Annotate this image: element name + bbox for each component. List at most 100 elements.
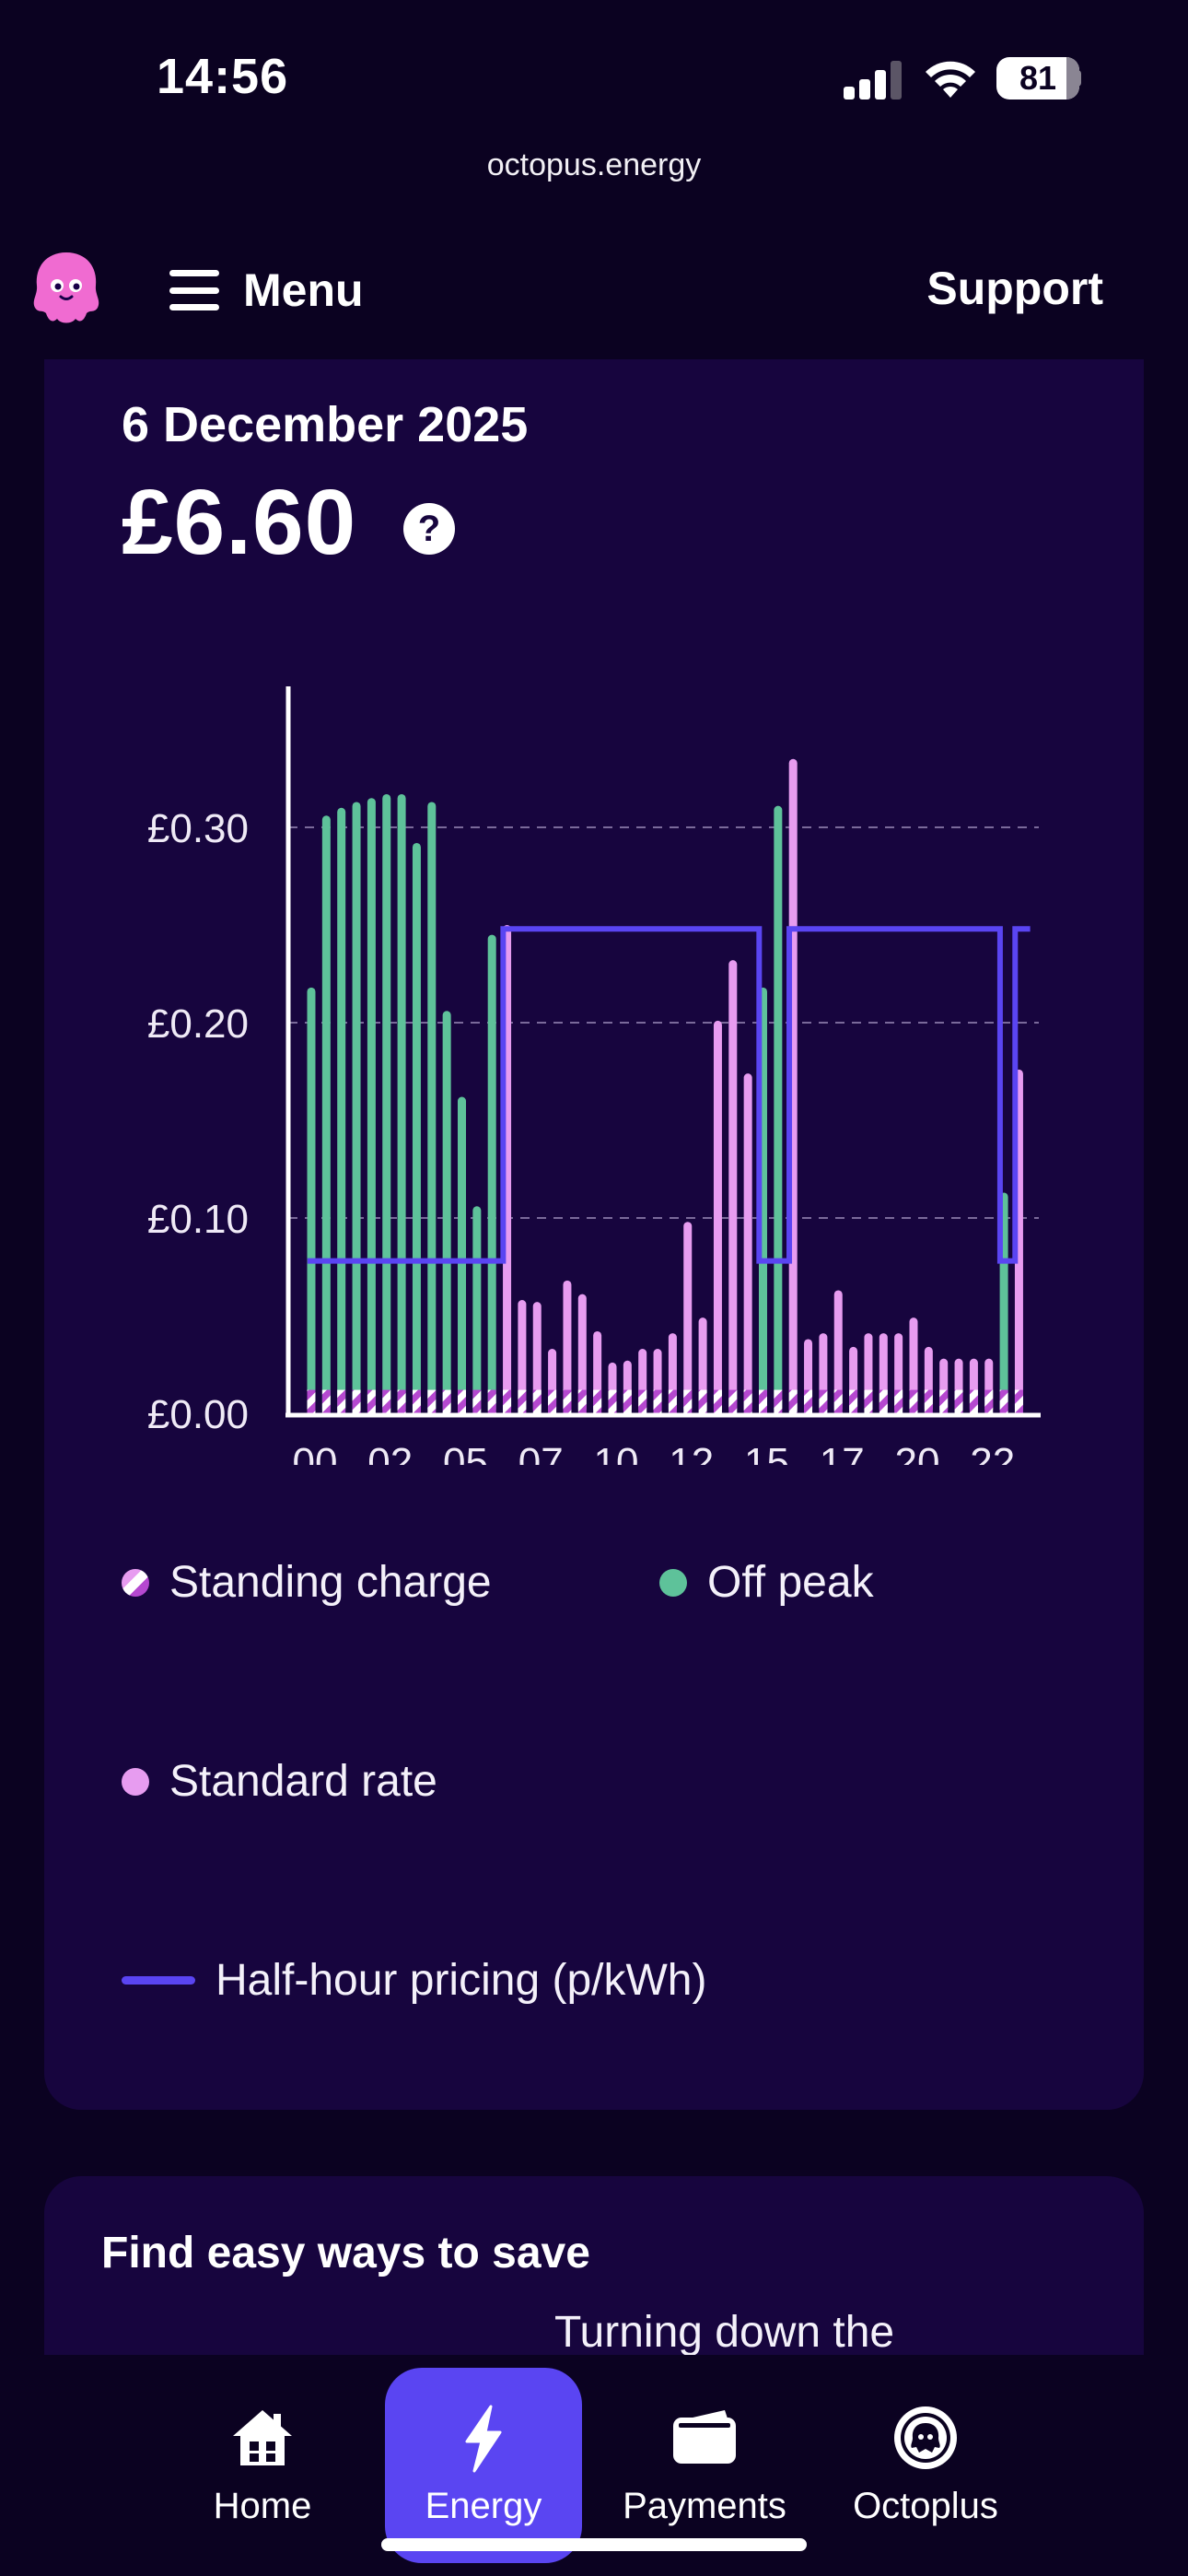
tab-home[interactable]: Home xyxy=(164,2368,361,2563)
usage-bar xyxy=(713,1020,722,1413)
standing-charge-bar xyxy=(577,1389,587,1413)
y-tick-label: £0.00 xyxy=(147,1392,249,1437)
standard-rate-swatch xyxy=(122,1767,149,1796)
standing-charge-bar xyxy=(472,1389,482,1413)
usage-card: 6 December 2025 £6.60 ? £0.00 £0.10 £0.20 £… xyxy=(44,359,1144,2110)
tab-energy[interactable]: Energy xyxy=(385,2368,582,2563)
standing-charge-bar xyxy=(849,1389,858,1413)
half-hour-pricing-line xyxy=(307,926,1031,1264)
standing-charge-bar xyxy=(984,1389,994,1413)
standing-charge-bar xyxy=(638,1389,647,1413)
y-tick-label: £0.10 xyxy=(147,1197,249,1242)
usage-bar xyxy=(743,1073,752,1413)
standing-charge-bar xyxy=(939,1389,949,1413)
tab-octoplus-label: Octoplus xyxy=(853,2486,998,2526)
usage-chart: £0.00 £0.10 £0.20 £0.30 00 02 05 07 10 12 15 17 20 22 xyxy=(147,686,1041,1465)
status-bar: 14:56 81 xyxy=(0,0,1188,147)
x-tick-label: 05 xyxy=(443,1440,488,1465)
top-navbar: Menu Support xyxy=(0,221,1188,359)
y-tick-label: £0.20 xyxy=(147,1001,249,1047)
y-tick-label: £0.30 xyxy=(147,806,249,851)
battery-indicator: 81 xyxy=(996,57,1079,100)
usage-bar xyxy=(337,807,346,1413)
help-icon[interactable]: ? xyxy=(403,503,455,555)
standing-charge-bar xyxy=(969,1389,978,1413)
tab-octoplus[interactable]: Octoplus xyxy=(827,2368,1024,2563)
usage-date: 6 December 2025 xyxy=(122,397,529,452)
standing-charge-bar xyxy=(759,1389,767,1413)
standing-charge-bar xyxy=(954,1389,963,1413)
x-tick-label: 12 xyxy=(669,1440,714,1465)
octopus-logo-icon[interactable] xyxy=(29,249,103,326)
standing-charge-bar xyxy=(593,1389,602,1413)
legend-off-peak: Off peak xyxy=(659,1557,874,1608)
legend-half-hour-pricing: Half-hour pricing (p/kWh) xyxy=(122,1955,706,2006)
home-indicator xyxy=(381,2538,807,2551)
standing-charge-bar xyxy=(774,1389,783,1413)
wifi-icon xyxy=(926,61,975,98)
tab-energy-label: Energy xyxy=(425,2486,542,2526)
menu-button[interactable]: Menu xyxy=(169,258,364,322)
usage-bar xyxy=(563,1280,572,1413)
usage-bar xyxy=(458,1096,466,1413)
usage-bar xyxy=(487,934,496,1413)
standing-charge-bar xyxy=(321,1389,331,1413)
legend-half-hour-pricing-label: Half-hour pricing (p/kWh) xyxy=(215,1956,707,2005)
tab-payments[interactable]: Payments xyxy=(606,2368,803,2563)
legend-standing-charge: Standing charge xyxy=(122,1557,492,1608)
standing-charge-bar xyxy=(367,1389,376,1413)
usage-bar xyxy=(532,1302,542,1413)
standing-charge-bar xyxy=(382,1389,391,1413)
usage-bar xyxy=(367,798,376,1413)
standing-charge-bar xyxy=(713,1389,722,1413)
usage-bar xyxy=(833,1290,843,1413)
usage-bar xyxy=(774,805,783,1413)
savings-card-preview: Turning down the xyxy=(554,2308,895,2357)
savings-card-title: Find easy ways to save xyxy=(101,2229,590,2277)
x-tick-label: 17 xyxy=(820,1440,865,1465)
standing-charge-bar xyxy=(427,1389,437,1413)
legend-standing-charge-label: Standing charge xyxy=(169,1558,492,1607)
standing-charge-bar xyxy=(458,1389,466,1413)
usage-bar xyxy=(577,1294,587,1413)
help-glyph: ? xyxy=(417,508,441,549)
usage-bar xyxy=(382,793,391,1413)
standing-charge-bar xyxy=(653,1389,662,1413)
menu-label: Menu xyxy=(243,264,364,316)
support-link[interactable]: Support xyxy=(926,263,1103,314)
tab-home-label: Home xyxy=(213,2486,312,2526)
standing-charge-bar xyxy=(864,1389,873,1413)
usage-bar xyxy=(307,987,316,1413)
usage-bar xyxy=(427,802,437,1413)
x-tick-label: 00 xyxy=(293,1440,338,1465)
battery-tip xyxy=(1076,70,1081,87)
usage-bar xyxy=(442,1011,451,1413)
usage-bar xyxy=(397,793,406,1413)
standing-charge-bar xyxy=(833,1389,843,1413)
cellular-signal-icon xyxy=(844,61,903,100)
x-tick-label: 07 xyxy=(518,1440,564,1465)
standing-charge-bar xyxy=(548,1389,557,1413)
wallet-icon xyxy=(673,2410,736,2464)
standing-charge-bar xyxy=(503,1389,512,1413)
standing-charge-bar xyxy=(728,1389,738,1413)
browser-url[interactable]: octopus.energy xyxy=(486,147,702,182)
pricing-line-swatch xyxy=(122,1976,195,1985)
house-icon xyxy=(233,2410,292,2465)
usage-bar xyxy=(412,842,421,1413)
battery-level: 81 xyxy=(1019,59,1057,97)
standing-charge-bar xyxy=(487,1389,496,1413)
bottom-tab-bar: Home Energy Payments Octoplus xyxy=(0,2355,1188,2576)
tab-payments-label: Payments xyxy=(623,2486,786,2526)
standing-charge-bar xyxy=(804,1389,813,1413)
standing-charge-bar xyxy=(879,1389,888,1413)
x-tick-label: 15 xyxy=(744,1440,789,1465)
standing-charge-swatch xyxy=(122,1568,149,1597)
x-tick-label: 20 xyxy=(895,1440,940,1465)
standing-charge-bar xyxy=(352,1389,361,1413)
standing-charge-bar xyxy=(894,1389,903,1413)
standing-charge-bar xyxy=(698,1389,707,1413)
usage-bar xyxy=(909,1317,918,1413)
octoplus-coin-icon xyxy=(894,2406,957,2469)
standing-charge-bar xyxy=(563,1389,572,1413)
